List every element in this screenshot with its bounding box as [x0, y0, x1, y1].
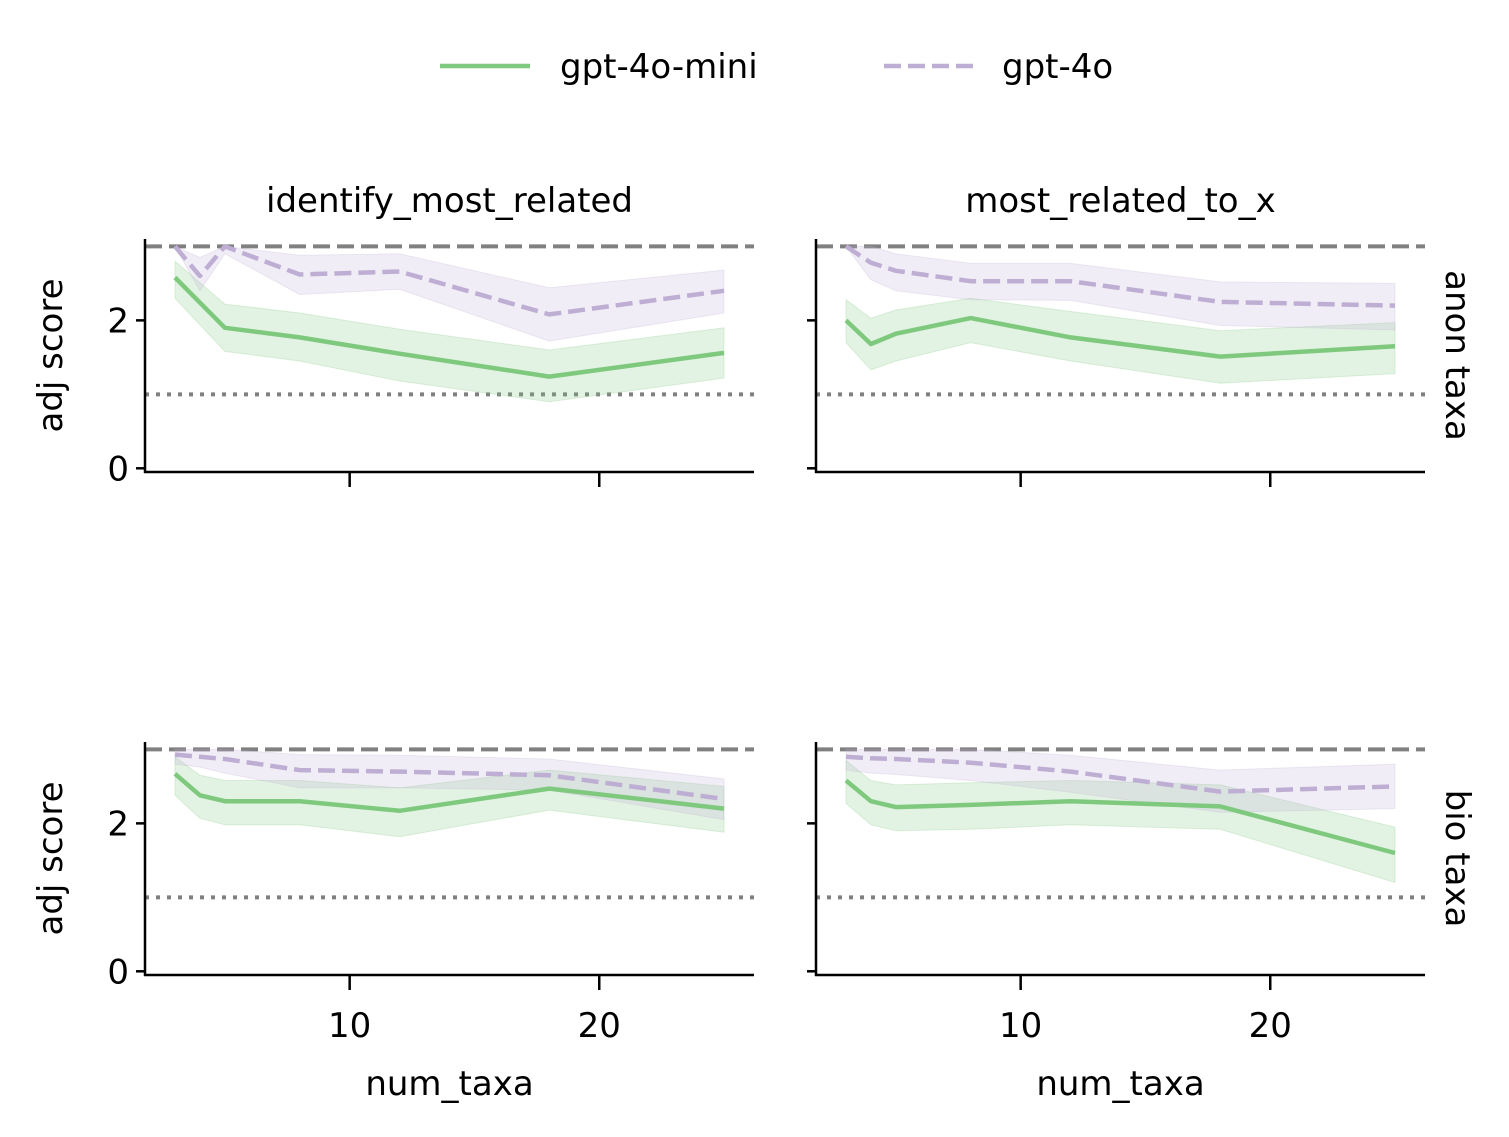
confidence-band-gpt-4o-mini — [174, 260, 725, 403]
legend-label: gpt-4o — [1002, 47, 1113, 87]
panel-bio-taxa-most_related_to_x: 10 20 num_taxa bio taxa — [807, 742, 1477, 1104]
y-tick-label: 2 — [107, 804, 129, 844]
facet-column-title: most_related_to_x — [965, 181, 1275, 221]
y-tick-label: 2 — [107, 301, 129, 341]
confidence-band-gpt-4o — [845, 245, 1396, 331]
confidence-band-gpt-4o — [845, 748, 1396, 813]
series-line-gpt-4o-mini — [844, 778, 1396, 856]
facet-row-title: anon taxa — [1437, 270, 1477, 441]
series-line-gpt-4o — [173, 244, 725, 317]
facet-row-title: bio taxa — [1437, 790, 1477, 928]
legend-item-gpt-4o-mini: gpt-4o-mini — [440, 47, 758, 87]
facet-column-title: identify_most_related — [266, 181, 633, 221]
legend: gpt-4o-mini gpt-4o — [440, 47, 1113, 87]
confidence-band-gpt-4o — [174, 748, 725, 821]
x-tick-label: 20 — [578, 1006, 621, 1046]
series-line-gpt-4o-mini — [173, 275, 725, 379]
legend-label: gpt-4o-mini — [560, 47, 758, 87]
x-tick-label: 10 — [328, 1006, 371, 1046]
y-tick-label: 0 — [107, 952, 129, 992]
y-tick-label: 0 — [107, 449, 129, 489]
series-line-gpt-4o-mini — [844, 315, 1396, 359]
y-axis-label: adj score — [31, 781, 71, 935]
series-line-gpt-4o — [174, 752, 725, 802]
panel-anon-taxa-identify_most_related: 0 2 adj score identify_most_related — [31, 181, 754, 489]
x-tick-label: 10 — [999, 1006, 1042, 1046]
facet-grid: 0 2 adj score identify_most_related most_rel… — [31, 181, 1477, 1104]
x-tick-label: 20 — [1249, 1006, 1292, 1046]
x-axis-label: num_taxa — [365, 1064, 533, 1104]
series-line-gpt-4o — [845, 754, 1396, 794]
confidence-band-gpt-4o-mini — [174, 755, 725, 838]
legend-item-gpt-4o: gpt-4o — [884, 47, 1113, 87]
series-line-gpt-4o-mini — [173, 772, 725, 814]
series-line-gpt-4o — [844, 244, 1396, 308]
panel-bio-taxa-identify_most_related: 0 2 10 20 adj score num_taxa — [31, 742, 754, 1104]
x-axis-label: num_taxa — [1036, 1064, 1204, 1104]
confidence-band-gpt-4o-mini — [845, 759, 1396, 884]
y-axis-label: adj score — [31, 278, 71, 432]
